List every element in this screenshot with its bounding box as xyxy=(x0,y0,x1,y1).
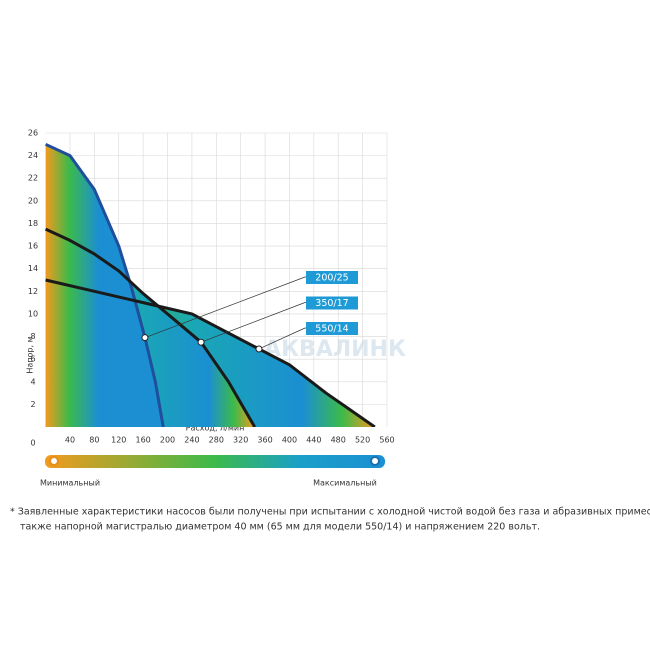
y-tick-label: 12 xyxy=(28,287,38,296)
footnote-line: также напорной магистралью диаметром 40 … xyxy=(20,522,540,533)
y-tick-label: 2 xyxy=(30,400,35,409)
leader-line xyxy=(144,276,306,338)
x-tick-label: 280 xyxy=(209,436,224,445)
x-tick-label: 480 xyxy=(331,436,346,445)
legend-label: 350/17 xyxy=(315,298,348,309)
scale-min-label: Минимальный xyxy=(40,479,100,488)
watermark: АКВАЛИНК xyxy=(264,337,406,362)
x-tick-label: 320 xyxy=(233,436,248,445)
y-tick-label: 10 xyxy=(28,309,38,318)
point-marker xyxy=(255,345,263,353)
point-marker xyxy=(141,334,149,342)
leader-line xyxy=(258,327,306,350)
y-tick-label: 6 xyxy=(30,355,35,364)
y-tick-label: 22 xyxy=(28,174,38,183)
x-tick-label: 520 xyxy=(355,436,370,445)
y-tick-label: 26 xyxy=(28,129,38,138)
y-tick-label: 14 xyxy=(28,264,38,273)
x-tick-label: 400 xyxy=(282,436,297,445)
series-line xyxy=(45,227,257,427)
series-line xyxy=(45,142,165,427)
y-tick-label: 18 xyxy=(28,219,38,228)
y-tick-label: 24 xyxy=(28,151,38,160)
y-tick-label: 20 xyxy=(28,196,38,205)
footnote-line: * Заявленные характеристики насосов были… xyxy=(10,507,650,518)
x-tick-label: 360 xyxy=(257,436,272,445)
legend-box xyxy=(306,296,358,310)
x-axis-label: Расход, л/мин xyxy=(186,424,245,433)
x-tick-label: 160 xyxy=(136,436,151,445)
point-marker xyxy=(197,338,205,346)
scale-max-label: Максимальный xyxy=(313,479,377,488)
x-tick-label: 200 xyxy=(160,436,175,445)
legend-box xyxy=(306,271,358,284)
origin-label: 0 xyxy=(30,439,35,448)
scale-min-dot xyxy=(49,456,59,466)
legend-box xyxy=(306,322,358,335)
y-tick-label: 16 xyxy=(28,242,38,251)
x-tick-label: 560 xyxy=(379,436,394,445)
x-tick-label: 120 xyxy=(111,436,126,445)
leader-line xyxy=(200,302,306,343)
y-tick-label: 8 xyxy=(30,332,35,341)
x-tick-label: 240 xyxy=(184,436,199,445)
y-axis-label: Напор, м xyxy=(26,336,35,373)
scale-bar xyxy=(45,455,385,468)
scale-max-dot xyxy=(370,456,380,466)
x-tick-label: 80 xyxy=(89,436,99,445)
x-tick-label: 40 xyxy=(65,436,75,445)
x-tick-label: 440 xyxy=(306,436,321,445)
area xyxy=(45,144,164,427)
areas xyxy=(45,144,375,427)
y-tick-label: 4 xyxy=(30,377,35,386)
legend-label: 550/14 xyxy=(315,324,348,335)
legend-label: 200/25 xyxy=(315,273,348,284)
